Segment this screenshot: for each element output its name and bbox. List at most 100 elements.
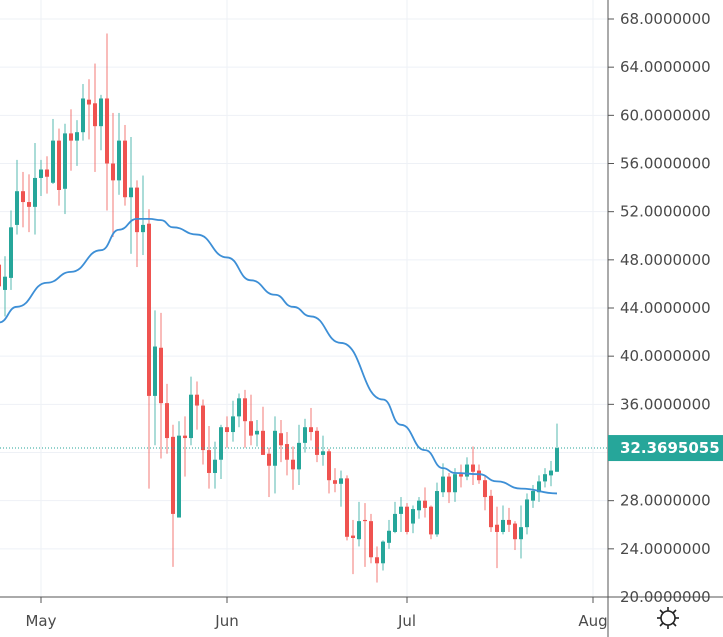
candle-body	[69, 133, 73, 141]
candle-body	[81, 98, 85, 133]
candle	[171, 424, 175, 567]
candle	[81, 84, 85, 141]
candle	[177, 421, 181, 518]
candle	[63, 123, 67, 215]
candle	[351, 519, 355, 575]
x-tick-label: Aug	[578, 612, 607, 630]
candle	[483, 475, 487, 511]
candle	[51, 118, 55, 184]
candle-body	[513, 523, 517, 540]
candle	[549, 460, 553, 487]
candle	[273, 416, 277, 494]
candle	[3, 256, 7, 317]
candle-body	[201, 405, 205, 451]
candle-body	[549, 470, 553, 476]
candle-body	[327, 451, 331, 481]
candle	[219, 424, 223, 479]
candle-body	[21, 191, 25, 203]
candle	[381, 540, 385, 571]
candle-body	[429, 506, 433, 535]
candle	[243, 389, 247, 448]
y-tick-label: 56.0000000	[620, 155, 711, 173]
candle-body	[507, 519, 511, 525]
candle	[195, 381, 199, 430]
candle	[159, 312, 163, 459]
candle	[357, 501, 361, 547]
candle-body	[483, 480, 487, 498]
candle	[165, 383, 169, 454]
candle-body	[369, 521, 373, 558]
candle	[111, 112, 115, 237]
candle	[267, 447, 271, 498]
candle	[153, 310, 157, 446]
candle	[315, 427, 319, 463]
candle	[231, 400, 235, 442]
candle-body	[33, 177, 37, 207]
candle	[129, 137, 133, 254]
candle-body	[465, 464, 469, 477]
candle	[339, 470, 343, 507]
candle-body	[129, 187, 133, 198]
price-axis-bg[interactable]	[608, 0, 723, 637]
candle-body	[105, 98, 109, 164]
candle-body	[393, 513, 397, 532]
candle	[9, 210, 13, 290]
candle-body	[303, 427, 307, 443]
candle-body	[117, 140, 121, 181]
candle-body	[177, 435, 181, 518]
candle-body	[285, 444, 289, 460]
candle	[87, 79, 91, 140]
candle	[147, 209, 151, 489]
candle	[555, 423, 559, 472]
candle	[141, 175, 145, 256]
candle-body	[39, 169, 43, 178]
candle	[363, 503, 367, 567]
candle-body	[237, 398, 241, 417]
y-tick-label: 20.0000000	[620, 588, 711, 606]
candle	[537, 475, 541, 502]
candle	[369, 513, 373, 564]
candle	[501, 505, 505, 535]
candle	[525, 493, 529, 535]
candle	[45, 156, 49, 194]
candle-body	[171, 436, 175, 514]
candle	[105, 33, 109, 211]
candle-body	[471, 464, 475, 472]
x-tick-label: May	[25, 612, 56, 630]
x-tick-label: Jul	[397, 612, 416, 630]
candle-body	[93, 103, 97, 127]
y-tick-label: 64.0000000	[620, 58, 711, 76]
candle-body	[0, 264, 1, 287]
candle-body	[213, 459, 217, 473]
candle-body	[249, 421, 253, 436]
candle-body	[405, 506, 409, 532]
candle	[327, 448, 331, 494]
candle	[27, 174, 31, 233]
candle-body	[147, 223, 151, 396]
candle-body	[279, 433, 283, 446]
candle	[459, 464, 463, 488]
candle-body	[417, 500, 421, 511]
y-tick-label: 48.0000000	[620, 251, 711, 269]
candle	[189, 376, 193, 446]
y-tick-label: 36.0000000	[620, 395, 711, 413]
candle	[225, 416, 229, 448]
candle-body	[15, 191, 19, 225]
y-tick-label: 28.0000000	[620, 492, 711, 510]
candle-body	[435, 491, 439, 535]
candle-body	[477, 470, 481, 481]
candle	[393, 501, 397, 534]
candle-body	[183, 435, 187, 439]
candle-body	[531, 491, 535, 501]
candle-body	[411, 509, 415, 524]
candle-body	[315, 430, 319, 455]
candle	[285, 432, 289, 476]
candle	[345, 475, 349, 541]
time-axis-bg[interactable]	[0, 597, 723, 637]
grid	[0, 0, 608, 598]
candle	[117, 112, 121, 195]
candle	[375, 546, 379, 583]
candle-body	[555, 448, 559, 472]
gear-icon[interactable]	[657, 607, 679, 629]
